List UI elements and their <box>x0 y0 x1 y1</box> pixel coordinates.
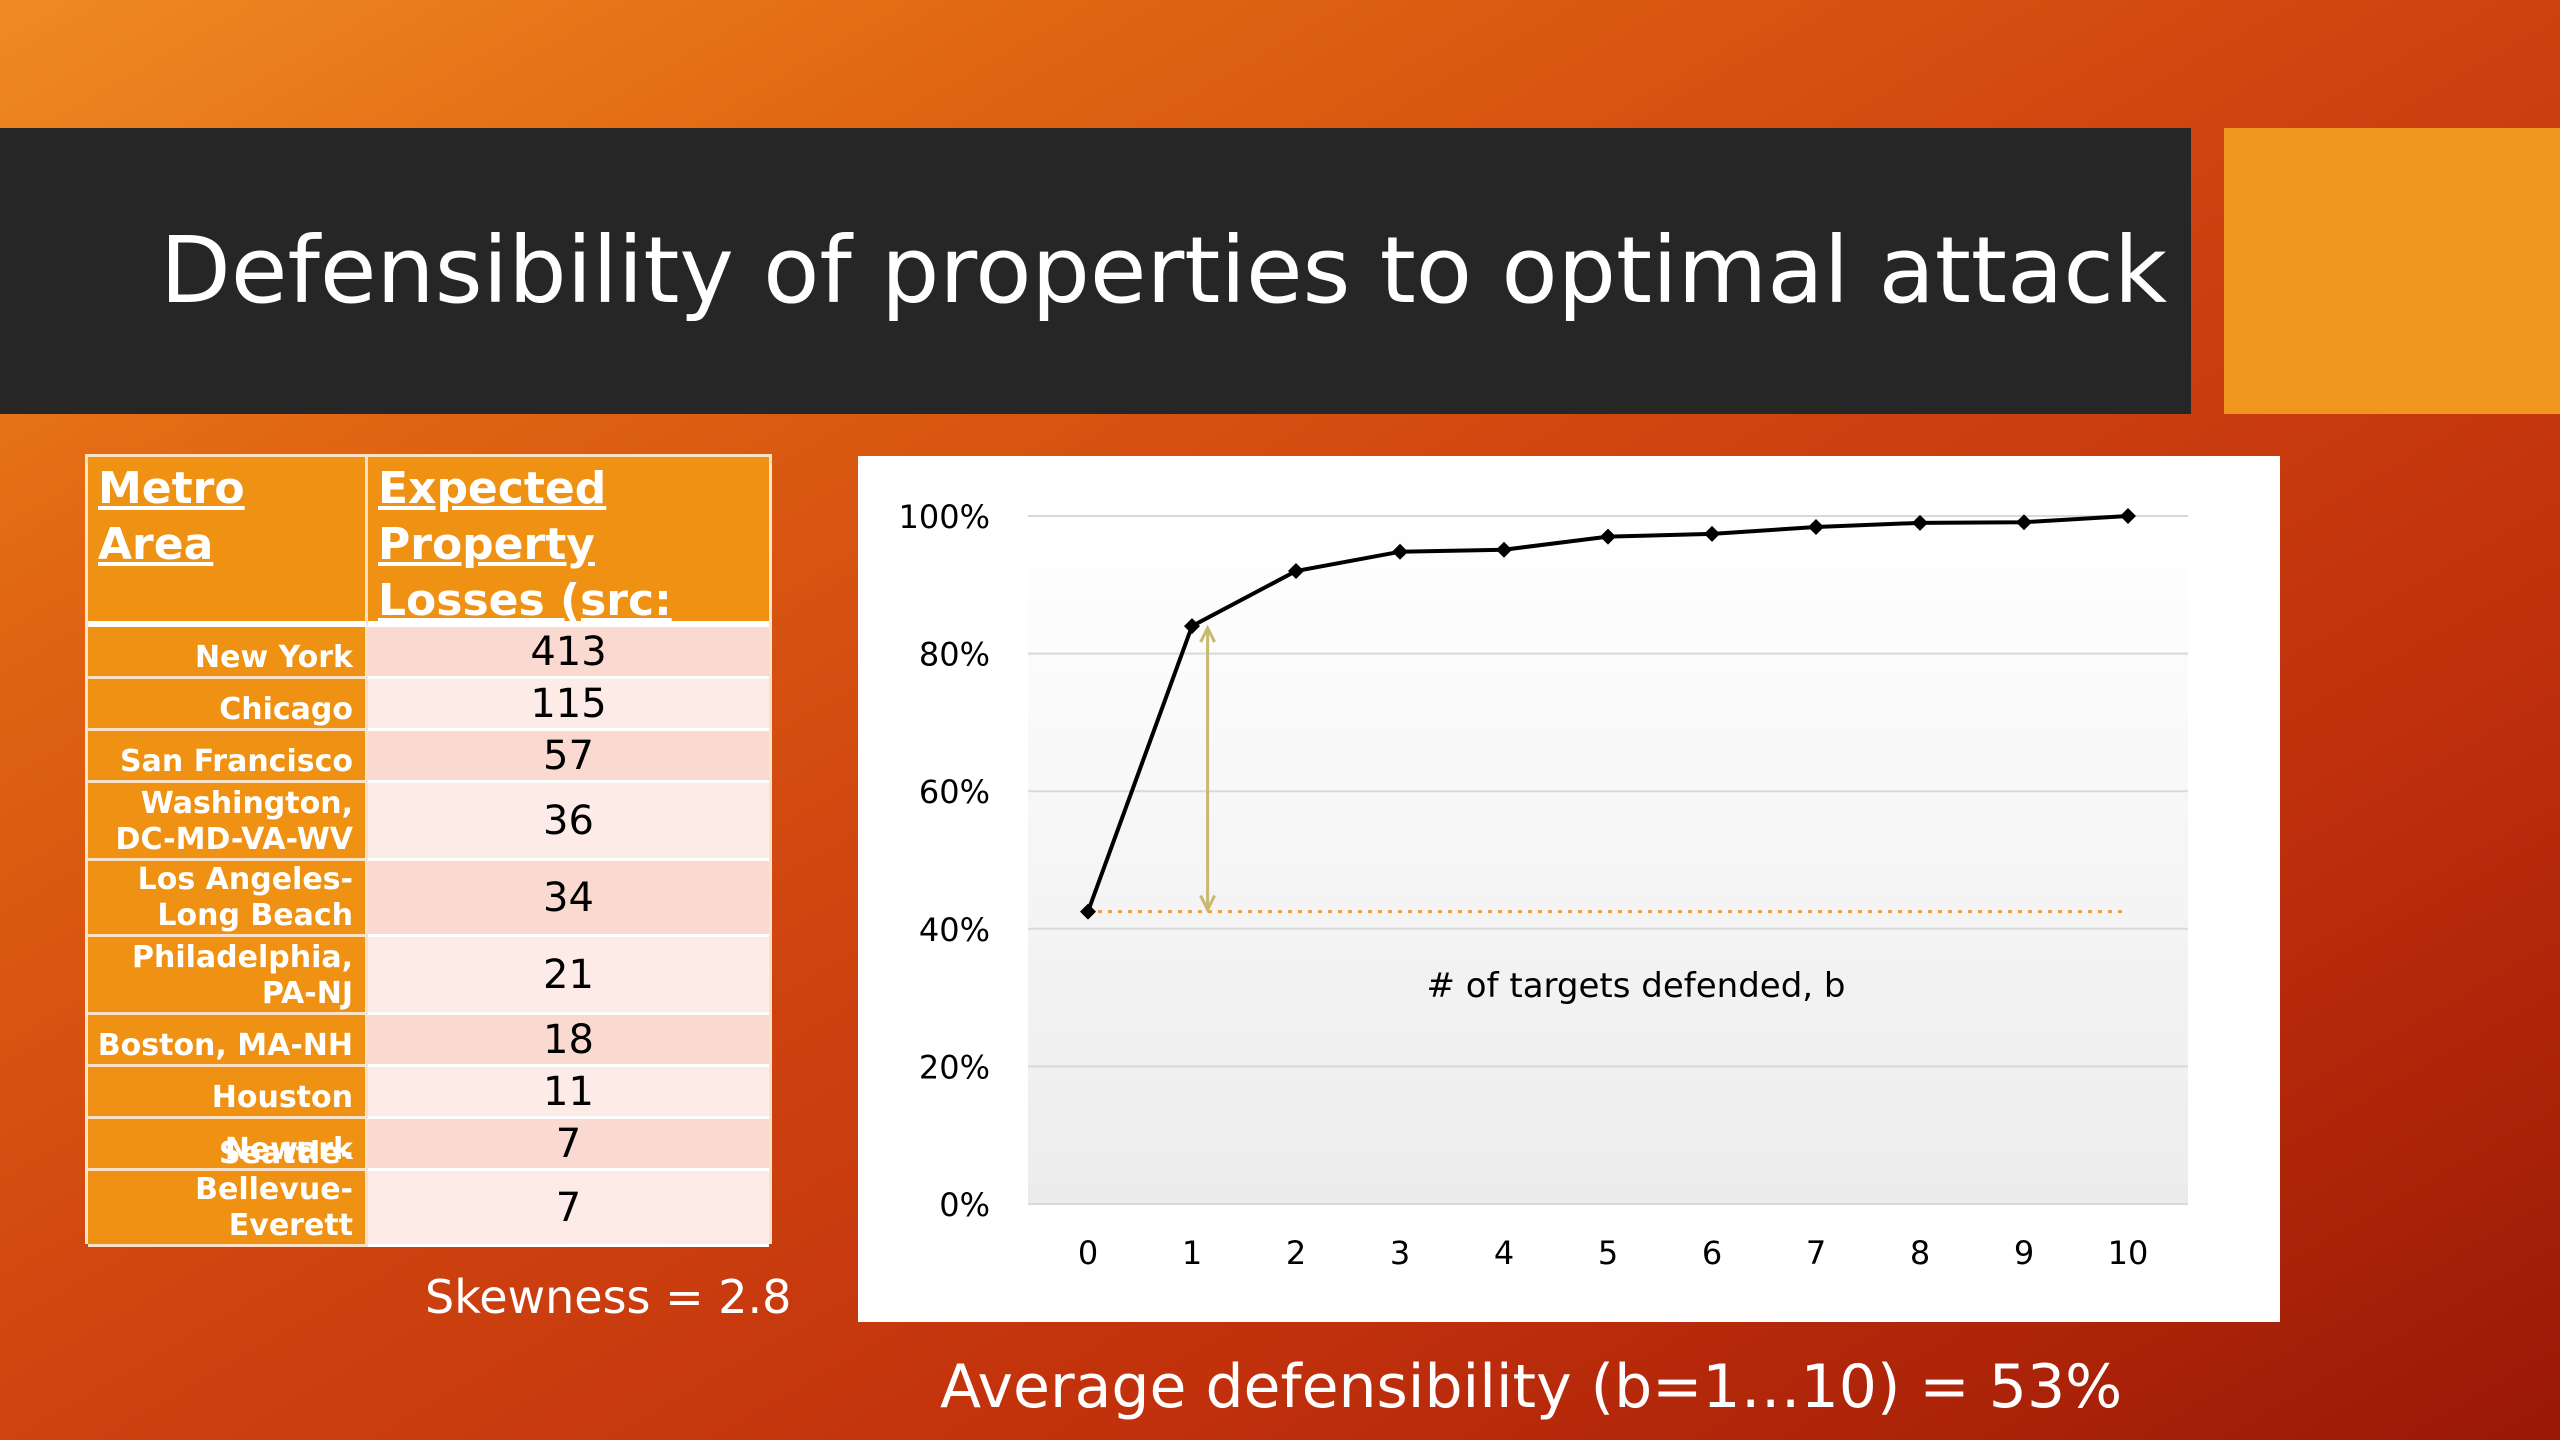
gain-arrowhead-down <box>1199 894 1216 913</box>
row-area: Newark <box>88 1119 368 1171</box>
y-tick-label: 100% <box>899 498 990 536</box>
row-loss: 21 <box>368 937 769 1015</box>
loss-table: Metro Area Expected Property Losses (src… <box>85 454 772 1247</box>
x-tick-label: 3 <box>1390 1234 1410 1272</box>
row-area: Houston <box>88 1067 368 1119</box>
y-tick-label: 20% <box>919 1048 990 1086</box>
data-point <box>1704 525 1720 542</box>
defensibility-chart: 0% 20% 40% 60% 80% 100% 0 1 2 3 4 5 6 7 8 9 10 # of tar… <box>899 498 2188 1272</box>
plot-area <box>1028 516 2188 1204</box>
data-point <box>2016 514 2032 531</box>
chart-panel: 0% 20% 40% 60% 80% 100% 0 1 2 3 4 5 6 7 8 9 10 # of tar… <box>858 456 2280 1322</box>
x-tick-label: 1 <box>1182 1234 1202 1272</box>
x-tick-label: 2 <box>1286 1234 1306 1272</box>
data-point <box>2120 508 2136 524</box>
data-point <box>1496 541 1512 558</box>
row-loss: 7 <box>368 1171 769 1247</box>
row-area: Chicago <box>88 679 368 731</box>
x-axis-label: # of targets defended, b <box>1427 966 1846 1006</box>
y-tick-label: 0% <box>939 1186 990 1224</box>
skewness-label: Skewness = 2.8 <box>425 1270 792 1324</box>
accent-box <box>2224 128 2560 414</box>
row-area: Philadelphia, PA-NJ <box>88 937 368 1015</box>
x-tick-label: 8 <box>1910 1234 1930 1272</box>
x-tick-label: 7 <box>1806 1234 1826 1272</box>
row-area: Washington, DC-MD-VA-WV <box>88 783 368 861</box>
row-loss: 7 <box>368 1119 769 1171</box>
data-point <box>1184 618 1200 635</box>
row-loss: 18 <box>368 1015 769 1067</box>
row-loss: 11 <box>368 1067 769 1119</box>
data-point <box>1808 519 1824 536</box>
row-area: San Francisco <box>88 731 368 783</box>
data-point <box>1392 543 1408 560</box>
y-tick-label: 60% <box>919 773 990 811</box>
gain-arrowhead-up <box>1199 624 1216 643</box>
row-area: Boston, MA-NH <box>88 1015 368 1067</box>
row-loss: 34 <box>368 861 769 937</box>
x-tick-label: 0 <box>1078 1234 1098 1272</box>
title-bar: Defensibility of properties to optimal a… <box>0 128 2191 414</box>
row-loss: 413 <box>368 627 769 679</box>
slide-title: Defensibility of properties to optimal a… <box>160 217 2168 324</box>
row-area: Seattle-Bellevue-Everett <box>88 1136 368 1247</box>
header-expected-losses: Expected Property Losses (src: Rand, $M) <box>368 457 769 682</box>
x-tick-label: 6 <box>1702 1234 1722 1272</box>
data-point <box>1080 903 1096 920</box>
data-point <box>1600 528 1616 545</box>
average-defensibility: Average defensibility (b=1…10) = 53% <box>940 1352 2123 1422</box>
row-loss: 57 <box>368 731 769 783</box>
x-tick-label: 4 <box>1494 1234 1514 1272</box>
row-area: Los Angeles-Long Beach <box>88 861 368 937</box>
y-tick-label: 80% <box>919 636 990 674</box>
header-metro-area: Metro Area <box>88 457 368 627</box>
row-loss: 36 <box>368 783 769 861</box>
data-point <box>1288 563 1304 580</box>
row-area: New York <box>88 627 368 679</box>
y-tick-label: 40% <box>919 911 990 949</box>
x-tick-label: 10 <box>2108 1234 2149 1272</box>
row-loss: 115 <box>368 679 769 731</box>
x-tick-label: 9 <box>2014 1234 2034 1272</box>
x-tick-label: 5 <box>1598 1234 1618 1272</box>
data-point <box>1912 514 1928 531</box>
